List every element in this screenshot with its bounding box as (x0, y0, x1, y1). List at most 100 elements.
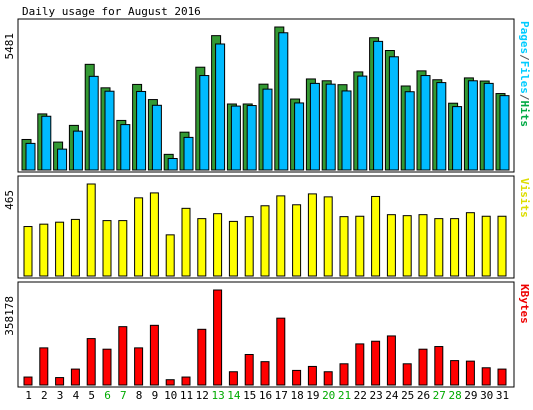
bar-visits (465, 212, 475, 277)
bar-kbytes (23, 376, 33, 386)
bar-files (230, 105, 241, 171)
day-label: 2 (41, 389, 48, 402)
hits-panel: 5481 Pages/Files/Hits (3, 18, 531, 173)
visits-panel: 465 Visits (3, 175, 531, 279)
day-label: 17 (275, 389, 288, 402)
bar-files (88, 75, 99, 171)
day-label: 11 (180, 389, 193, 402)
bar-kbytes (213, 289, 223, 386)
bar-files (278, 32, 289, 171)
bar-files (199, 75, 210, 171)
bar-kbytes (118, 326, 128, 386)
bar-kbytes (465, 360, 475, 386)
bar-files (404, 91, 415, 171)
day-label: 30 (480, 389, 493, 402)
bar-visits (213, 213, 223, 277)
bar-files (104, 90, 115, 171)
day-label: 27 (433, 389, 446, 402)
bar-kbytes (149, 324, 159, 386)
bar-kbytes (134, 347, 144, 386)
bar-visits (70, 218, 80, 277)
bar-kbytes (165, 379, 175, 386)
bar-kbytes (292, 369, 302, 386)
bar-kbytes (323, 371, 333, 386)
day-labels: 1 2 3 4 5 6 7 8 9 10 11 12 13 14 15 16 17 18 19 20 21 22 23 24 2… (25, 389, 509, 402)
bar-kbytes (355, 343, 365, 386)
bar-kbytes (55, 377, 65, 386)
day-label: 31 (496, 389, 509, 402)
bar-visits (244, 216, 254, 277)
bar-visits (228, 220, 238, 277)
day-label: 26 (417, 389, 430, 402)
bar-kbytes (70, 368, 80, 386)
day-label: 4 (73, 389, 80, 402)
day-label: 24 (385, 389, 399, 402)
bar-kbytes (481, 367, 491, 386)
visits-panel-max-label: 465 (3, 190, 16, 210)
bar-kbytes (386, 335, 396, 386)
bar-files (499, 95, 510, 171)
bar-kbytes (402, 363, 412, 386)
bar-files (246, 105, 257, 171)
day-label: 15 (243, 389, 256, 402)
bar-visits (149, 192, 159, 277)
series-label-part: KBytes (518, 284, 531, 324)
bar-visits (450, 218, 460, 277)
day-label: 5 (88, 389, 95, 402)
visits-panel-series-label: Visits (518, 178, 531, 218)
bar-visits (86, 183, 96, 277)
bar-visits (292, 204, 302, 277)
bar-files (25, 142, 36, 171)
bar-visits (260, 205, 270, 277)
bar-visits (23, 226, 33, 277)
bar-files (420, 75, 431, 171)
bar-kbytes (307, 365, 317, 386)
bar-files (120, 124, 131, 171)
day-label: 18 (290, 389, 303, 402)
bar-visits (323, 196, 333, 277)
bar-kbytes (244, 353, 254, 386)
series-label-part: Files (518, 61, 531, 94)
bar-visits (197, 218, 207, 277)
day-label: 10 (164, 389, 177, 402)
day-label: 9 (152, 389, 159, 402)
day-label: 21 (338, 389, 351, 402)
day-label: 3 (57, 389, 64, 402)
day-label: 16 (259, 389, 272, 402)
day-label: 13 (211, 389, 224, 402)
day-label: 1 (25, 389, 32, 402)
bar-files (215, 43, 226, 171)
bar-visits (418, 214, 428, 277)
day-label: 7 (120, 389, 127, 402)
bar-visits (355, 215, 365, 277)
bar-files (183, 136, 194, 171)
bar-visits (55, 221, 65, 277)
series-label-part: Pages (518, 21, 531, 54)
day-label: 28 (448, 389, 461, 402)
bar-visits (497, 215, 507, 277)
bar-visits (402, 215, 412, 277)
bar-files (167, 158, 178, 171)
bar-visits (434, 218, 444, 277)
bar-visits (102, 220, 112, 277)
bar-files (262, 88, 273, 171)
bar-visits (386, 214, 396, 277)
bar-visits (181, 207, 191, 277)
bar-visits (118, 220, 128, 277)
kbytes-panel-max-label: 358178 (3, 296, 16, 336)
bar-files (41, 115, 52, 171)
bar-visits (371, 195, 381, 277)
bar-kbytes (371, 340, 381, 386)
day-label: 23 (369, 389, 382, 402)
bar-visits (165, 234, 175, 277)
day-label: 14 (227, 389, 241, 402)
bar-files (483, 82, 494, 171)
series-label-part: / (518, 94, 531, 101)
kbytes-panel: 358178 KBytes (3, 281, 531, 388)
bar-visits (307, 193, 317, 277)
bar-files (388, 56, 399, 171)
day-label: 22 (354, 389, 367, 402)
series-label-part: Visits (518, 178, 531, 218)
bar-files (436, 82, 447, 171)
